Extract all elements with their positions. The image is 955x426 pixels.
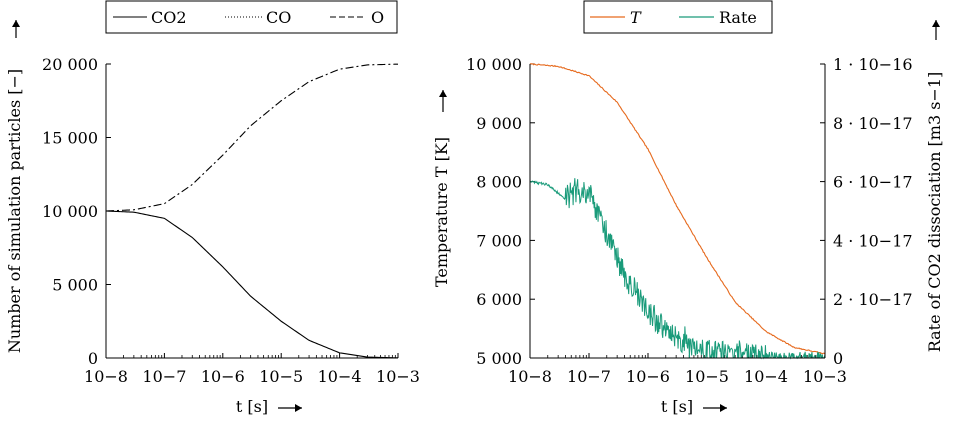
right-y2-tick-label: 0 — [833, 349, 843, 368]
left-legend-co2-label: CO2 — [151, 8, 187, 27]
right-x-axis-label: t [s] — [661, 397, 693, 416]
left-y-axis-label: Number of simulation particles [−] — [5, 69, 24, 353]
right-legend-t-label: T — [630, 8, 642, 27]
left-x-tick-label: 10−3 — [376, 367, 420, 386]
left-y-tick-label: 5 000 — [52, 276, 98, 295]
left-legend-o-label: O — [371, 8, 384, 27]
right-y2-tick-label: 8 · 10−17 — [833, 114, 913, 133]
right-y-tick-label: 5 000 — [476, 349, 522, 368]
left-legend-co-label: CO — [266, 8, 291, 27]
right-y-tick-label: 10 000 — [466, 55, 522, 74]
right-series — [529, 63, 826, 360]
right-y2-tick-label: 1 · 10−16 — [833, 55, 913, 74]
right-legend-rate-label: Rate — [719, 8, 757, 27]
right-series-temperature-line — [529, 63, 826, 355]
right-y-tick-label: 6 000 — [476, 290, 522, 309]
right-y-tick-label: 8 000 — [476, 173, 522, 192]
right-y-tick-label: 9 000 — [476, 114, 522, 133]
left-series — [105, 63, 399, 359]
right-x-arrowhead-icon — [720, 404, 727, 412]
left-y-tick-label: 15 000 — [42, 129, 98, 148]
left-x-tick-label: 10−4 — [318, 367, 362, 386]
left-y-tick-label: 0 — [88, 349, 98, 368]
left-x-arrowhead-icon — [295, 404, 302, 412]
right-chart: T Rate 10−8 10−7 10−6 10−5 10−4 10−3 5 000 6 00… — [432, 0, 944, 416]
right-x-tick-label: 10−8 — [508, 367, 552, 386]
right-y-axis-label: Temperature T [K] — [432, 137, 451, 287]
left-y-tick-label: 20 000 — [42, 55, 98, 74]
right-series-rate-line — [529, 178, 826, 360]
right-x-tick-label: 10−7 — [567, 367, 611, 386]
right-y-arrowhead-icon — [439, 90, 447, 97]
left-series-o-line — [105, 63, 399, 212]
left-x-tick-label: 10−7 — [142, 367, 186, 386]
right-x-tick-label: 10−5 — [685, 367, 729, 386]
left-ticks: 10−8 10−7 10−6 10−5 10−4 10−3 0 5 000 10 000 15 0… — [42, 55, 420, 386]
right-x-tick-label: 10−6 — [626, 367, 670, 386]
left-x-tick-label: 10−5 — [259, 367, 303, 386]
right-y2-tick-label: 6 · 10−17 — [833, 173, 913, 192]
left-x-axis-label: t [s] — [236, 397, 268, 416]
left-x-tick-label: 10−6 — [201, 367, 245, 386]
left-x-tick-label: 10−8 — [84, 367, 128, 386]
right-y2-axis-label: Rate of CO2 dissociation [m3 s−1] — [925, 72, 944, 353]
left-y-tick-label: 10 000 — [42, 202, 98, 221]
right-y2-tick-label: 4 · 10−17 — [833, 231, 913, 250]
right-x-tick-label: 10−3 — [803, 367, 847, 386]
right-y2-tick-label: 2 · 10−17 — [833, 290, 913, 309]
left-y-arrowhead-icon — [12, 20, 20, 27]
right-ticks: 10−8 10−7 10−6 10−5 10−4 10−3 5 000 6 000 7 000 8… — [466, 55, 913, 386]
right-x-tick-label: 10−4 — [744, 367, 788, 386]
left-series-co2-line — [105, 210, 399, 359]
right-y-tick-label: 7 000 — [476, 231, 522, 250]
left-chart: CO2 CO O 10−8 10−7 10−6 10−5 10−4 10−305 0001… — [5, 0, 420, 416]
right-y2-arrowhead-icon — [932, 20, 940, 27]
